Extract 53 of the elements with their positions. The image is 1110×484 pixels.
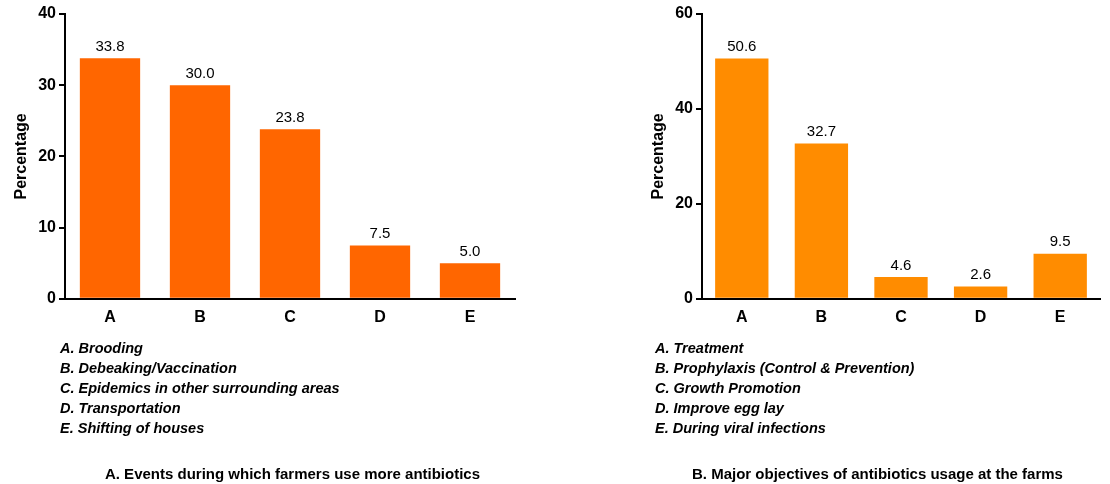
x-tick-label: B: [194, 307, 206, 325]
bar: [169, 85, 231, 298]
x-tick-label: A: [736, 307, 749, 325]
x-tick-label: A: [104, 307, 117, 325]
text: C. Growth Promotion: [655, 379, 802, 398]
text: B. Major objectives of antibiotics usage at the farms: [691, 465, 1064, 482]
data-label: 9.5: [1049, 232, 1071, 250]
bar: [79, 58, 141, 298]
data-label: 50.6: [727, 37, 757, 55]
text: A. Brooding: [60, 339, 144, 358]
y-tick-label: 20: [38, 146, 57, 164]
text: A. Treatment: [655, 339, 745, 358]
text: D. Transportation: [60, 399, 182, 418]
y-tick-label: 0: [47, 289, 57, 307]
data-label: 2.6: [970, 265, 992, 283]
x-tick-label: C: [284, 307, 297, 325]
x-tick-label: D: [374, 307, 386, 325]
y-tick-label: 30: [38, 75, 57, 93]
y-axis-title: Percentage: [12, 113, 30, 200]
y-tick-label: 20: [675, 194, 694, 212]
bar: [715, 58, 769, 298]
y-tick-label: 40: [675, 99, 694, 117]
y-axis-title: Percentage: [649, 113, 667, 200]
text: A. Events during which farmers use more antibiotics: [103, 465, 482, 482]
text: B. Prophylaxis (Control & Prevention): [655, 359, 915, 378]
bar: [1033, 253, 1087, 298]
bar: [439, 263, 501, 298]
data-label: 30.0: [185, 63, 215, 81]
data-label: 7.5: [369, 224, 391, 242]
data-label: 5.0: [459, 241, 481, 259]
bar: [874, 276, 928, 298]
y-tick-label: 40: [38, 4, 57, 22]
data-label: 23.8: [275, 107, 305, 125]
text: E. Shifting of houses: [60, 419, 206, 438]
data-label: 4.6: [890, 255, 912, 273]
x-tick-label: E: [1054, 307, 1066, 325]
x-tick-label: E: [464, 307, 476, 325]
data-label: 33.8: [95, 36, 125, 54]
text: B. Debeaking/Vaccination: [60, 359, 238, 378]
y-tick-label: 0: [684, 289, 694, 307]
bar: [349, 245, 411, 298]
data-label: 32.7: [806, 122, 836, 140]
x-tick-label: B: [815, 307, 828, 325]
text: C. Epidemics in other surrounding areas: [60, 379, 340, 398]
text: E. During viral infections: [655, 419, 827, 438]
bar: [259, 129, 321, 298]
y-tick-label: 10: [38, 218, 57, 236]
bar: [953, 286, 1008, 298]
x-tick-label: D: [974, 307, 987, 325]
x-tick-label: C: [895, 307, 908, 325]
bar: [794, 143, 849, 298]
text: D. Improve egg lay: [655, 399, 785, 418]
y-tick-label: 60: [675, 4, 694, 22]
